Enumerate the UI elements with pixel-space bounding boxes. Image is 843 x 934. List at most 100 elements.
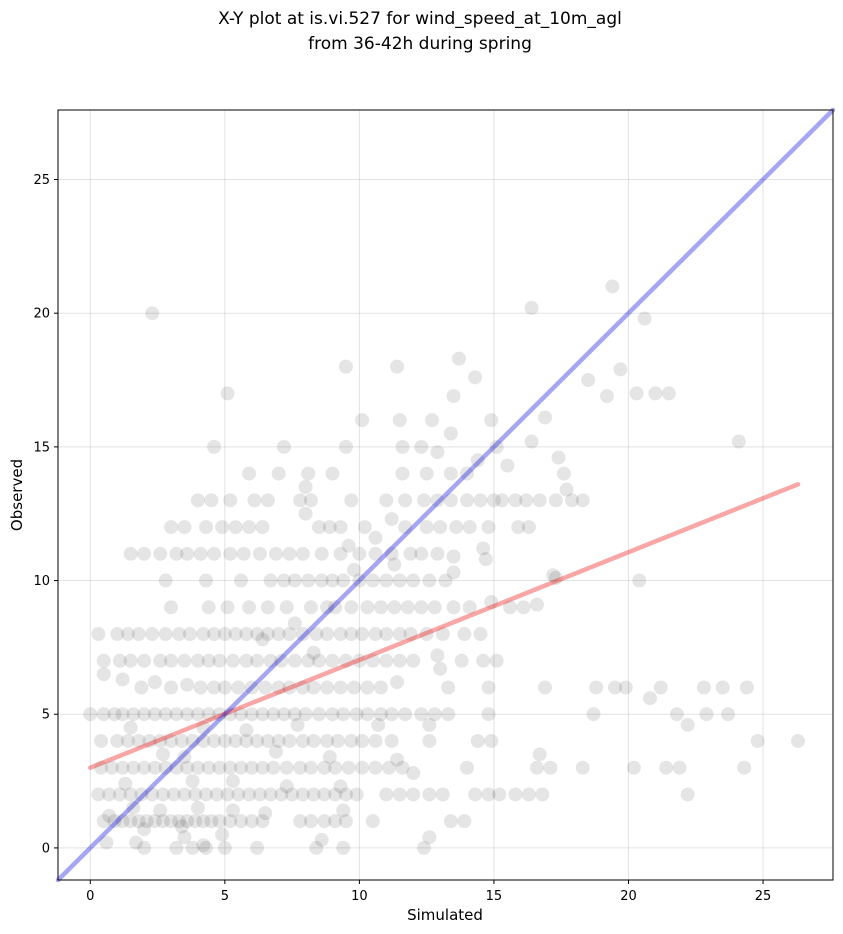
data-point <box>239 627 254 642</box>
data-point <box>392 573 407 588</box>
data-point <box>233 760 248 775</box>
data-point <box>739 680 754 695</box>
y-tick-label: 25 <box>33 173 50 188</box>
data-point <box>425 413 440 428</box>
data-point <box>403 546 418 561</box>
data-point <box>548 493 563 508</box>
data-point <box>83 707 98 722</box>
data-point <box>102 808 117 823</box>
data-point <box>312 520 327 535</box>
data-point <box>199 520 214 535</box>
data-point <box>169 840 184 855</box>
data-point <box>680 717 695 732</box>
data-point <box>532 747 547 762</box>
data-point <box>427 707 442 722</box>
data-point <box>196 720 211 735</box>
data-point <box>373 680 388 695</box>
data-point <box>153 733 168 748</box>
data-point <box>303 600 318 615</box>
data-point <box>131 733 146 748</box>
data-point <box>99 835 114 850</box>
data-point <box>355 413 370 428</box>
data-point <box>365 814 380 829</box>
data-point <box>293 760 308 775</box>
chart-title: X-Y plot at is.vi.527 for wind_speed_at_… <box>218 9 622 29</box>
data-point <box>145 627 160 642</box>
data-point <box>341 538 356 553</box>
data-point <box>266 760 281 775</box>
data-point <box>271 627 286 642</box>
data-point <box>398 707 413 722</box>
data-point <box>228 520 243 535</box>
data-point <box>298 707 313 722</box>
data-point <box>96 667 111 682</box>
y-tick-label: 20 <box>33 307 50 322</box>
data-point <box>446 549 461 564</box>
data-point <box>322 750 337 765</box>
data-point <box>395 439 410 454</box>
data-point <box>174 733 189 748</box>
data-point <box>344 600 359 615</box>
data-point <box>443 493 458 508</box>
data-point <box>368 627 383 642</box>
data-point <box>325 707 340 722</box>
data-point <box>177 787 192 802</box>
data-point <box>196 838 211 853</box>
data-point <box>320 600 335 615</box>
data-point <box>476 653 491 668</box>
data-point <box>347 680 362 695</box>
data-point <box>212 707 227 722</box>
data-point <box>322 520 337 535</box>
data-point <box>457 814 472 829</box>
data-point <box>131 814 146 829</box>
y-tick-label: 5 <box>42 708 50 723</box>
data-point <box>268 546 283 561</box>
data-point <box>446 565 461 580</box>
data-point <box>282 627 297 642</box>
data-point <box>252 546 267 561</box>
data-point <box>357 520 372 535</box>
x-tick-label: 5 <box>221 889 229 904</box>
data-point <box>164 814 179 829</box>
data-point <box>419 466 434 481</box>
data-point <box>368 530 383 545</box>
data-point <box>328 787 343 802</box>
data-point <box>460 466 475 481</box>
data-point <box>344 627 359 642</box>
data-point <box>137 760 152 775</box>
data-point <box>279 600 294 615</box>
data-point <box>328 600 343 615</box>
data-point <box>263 787 278 802</box>
data-point <box>255 520 270 535</box>
data-point <box>325 466 340 481</box>
data-point <box>271 466 286 481</box>
data-point <box>430 493 445 508</box>
data-point <box>384 733 399 748</box>
data-point <box>470 453 485 468</box>
data-point <box>551 450 566 465</box>
data-point <box>250 840 265 855</box>
data-point <box>715 680 730 695</box>
data-point <box>529 597 544 612</box>
data-point <box>180 707 195 722</box>
data-points <box>83 279 806 855</box>
data-point <box>400 600 415 615</box>
data-point <box>481 787 496 802</box>
data-point <box>478 552 493 567</box>
grid <box>58 110 833 880</box>
data-point <box>123 546 138 561</box>
data-point <box>344 493 359 508</box>
data-point <box>282 546 297 561</box>
data-point <box>484 733 499 748</box>
data-point <box>131 627 146 642</box>
data-point <box>648 386 663 401</box>
data-point <box>193 546 208 561</box>
data-point <box>190 707 205 722</box>
data-point <box>484 413 499 428</box>
data-point <box>169 707 184 722</box>
data-point <box>290 717 305 732</box>
data-point <box>454 653 469 668</box>
data-point <box>435 627 450 642</box>
data-point <box>392 787 407 802</box>
data-point <box>129 835 144 850</box>
